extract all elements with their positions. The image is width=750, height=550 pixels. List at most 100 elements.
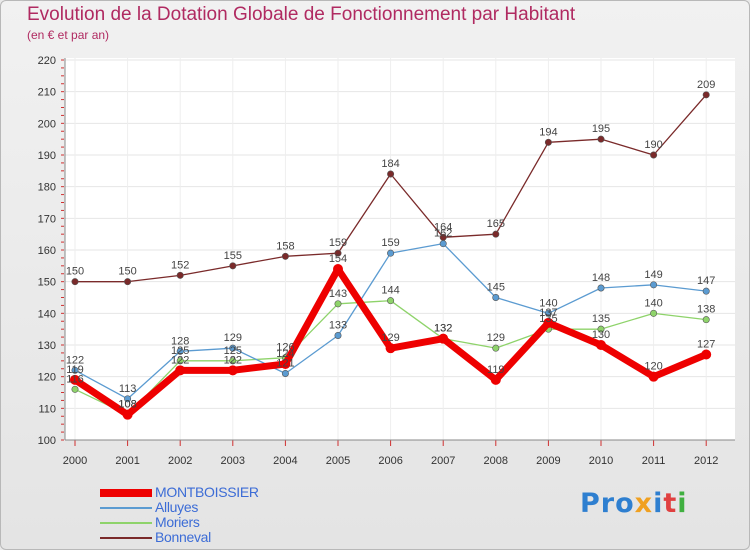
data-point xyxy=(439,240,447,248)
data-label: 129 xyxy=(487,332,505,344)
x-tick-label: 2012 xyxy=(694,455,718,467)
data-point xyxy=(544,309,552,317)
data-label: 159 xyxy=(329,237,347,249)
x-tick-label: 2011 xyxy=(642,455,666,467)
x-tick-label: 2005 xyxy=(326,455,350,467)
x-tick-label: 2004 xyxy=(273,455,297,467)
data-point xyxy=(597,284,605,292)
data-point xyxy=(597,325,605,333)
y-tick-label: 210 xyxy=(38,87,56,99)
data-point xyxy=(229,262,237,270)
y-tick-label: 200 xyxy=(38,118,56,130)
data-point xyxy=(334,300,342,308)
data-point xyxy=(124,395,132,403)
data-label: 122 xyxy=(66,354,84,366)
data-point xyxy=(701,349,712,360)
data-point xyxy=(70,374,80,385)
data-point xyxy=(71,366,79,374)
y-tick-label: 170 xyxy=(38,213,56,225)
data-label: 130 xyxy=(592,329,610,341)
brand-part: t xyxy=(663,488,678,519)
data-point xyxy=(596,340,606,350)
data-label: 113 xyxy=(119,383,137,395)
data-point xyxy=(229,357,237,365)
data-label: 132 xyxy=(434,323,452,335)
data-point xyxy=(492,344,500,352)
data-point xyxy=(334,249,342,257)
data-label: 140 xyxy=(539,297,557,309)
data-point xyxy=(702,316,710,324)
brand-part: i xyxy=(653,488,664,519)
data-label: 129 xyxy=(381,332,399,344)
data-point xyxy=(227,365,238,376)
data-label: 116 xyxy=(66,373,84,385)
data-point xyxy=(544,138,552,146)
data-label: 162 xyxy=(434,228,452,240)
data-point xyxy=(543,317,554,328)
x-tick-label: 2007 xyxy=(431,455,455,467)
data-label: 147 xyxy=(697,275,715,287)
x-tick-label: 2001 xyxy=(115,455,139,467)
data-label: 120 xyxy=(644,361,662,373)
data-label: 209 xyxy=(697,79,715,91)
legend-swatch xyxy=(100,522,152,524)
data-point xyxy=(648,371,659,382)
data-label: 154 xyxy=(329,253,347,265)
data-point xyxy=(387,170,395,178)
data-label: 122 xyxy=(171,354,189,366)
data-point xyxy=(122,409,133,420)
brand-part: i xyxy=(677,488,688,519)
data-point xyxy=(438,333,449,344)
data-label: 145 xyxy=(487,282,505,294)
data-point xyxy=(229,344,237,352)
legend-swatch xyxy=(100,537,152,539)
data-label: 135 xyxy=(592,313,610,325)
data-label: 128 xyxy=(171,335,189,347)
data-label: 127 xyxy=(697,339,715,351)
data-label: 164 xyxy=(434,221,452,233)
data-label: 148 xyxy=(592,272,610,284)
data-label: 150 xyxy=(66,266,84,278)
legend-label: Bonneval xyxy=(155,529,211,545)
y-tick-label: 100 xyxy=(38,435,56,447)
data-point xyxy=(334,331,342,339)
data-label: 133 xyxy=(329,320,347,332)
data-point xyxy=(492,293,500,301)
brand-part: Pro xyxy=(580,488,635,519)
data-label: 125 xyxy=(224,345,242,357)
data-label: 119 xyxy=(487,364,505,376)
chart-title: Evolution de la Dotation Globale de Fonc… xyxy=(27,4,576,25)
data-point xyxy=(176,347,184,355)
data-label: 135 xyxy=(539,313,557,325)
data-point xyxy=(71,385,79,393)
data-point xyxy=(176,357,184,365)
brand-part: x xyxy=(634,488,654,519)
data-point xyxy=(281,369,289,377)
data-point xyxy=(650,151,658,159)
legend-label: Moriers xyxy=(155,514,200,530)
data-label: 108 xyxy=(118,399,136,411)
x-tick-label: 2002 xyxy=(168,455,192,467)
data-label: 159 xyxy=(381,237,399,249)
data-label: 137 xyxy=(539,307,557,319)
legend-swatch xyxy=(100,507,152,509)
data-label: 125 xyxy=(171,345,189,357)
y-tick-label: 160 xyxy=(38,245,56,257)
data-label: 124 xyxy=(276,348,294,360)
data-label: 119 xyxy=(66,364,84,376)
legend-label: Alluyes xyxy=(155,499,199,515)
data-point xyxy=(387,249,395,257)
y-tick-label: 150 xyxy=(38,277,56,289)
data-label: 138 xyxy=(697,304,715,316)
x-tick-label: 2006 xyxy=(378,455,402,467)
y-tick-label: 130 xyxy=(38,340,56,352)
data-label: 184 xyxy=(381,158,399,170)
data-label: 165 xyxy=(487,218,505,230)
data-label: 190 xyxy=(644,139,662,151)
y-tick-label: 180 xyxy=(38,182,56,194)
x-tick-label: 2009 xyxy=(536,455,560,467)
data-point xyxy=(702,287,710,295)
data-label: 122 xyxy=(224,354,242,366)
data-label: 150 xyxy=(118,266,136,278)
x-tick-label: 2003 xyxy=(221,455,245,467)
